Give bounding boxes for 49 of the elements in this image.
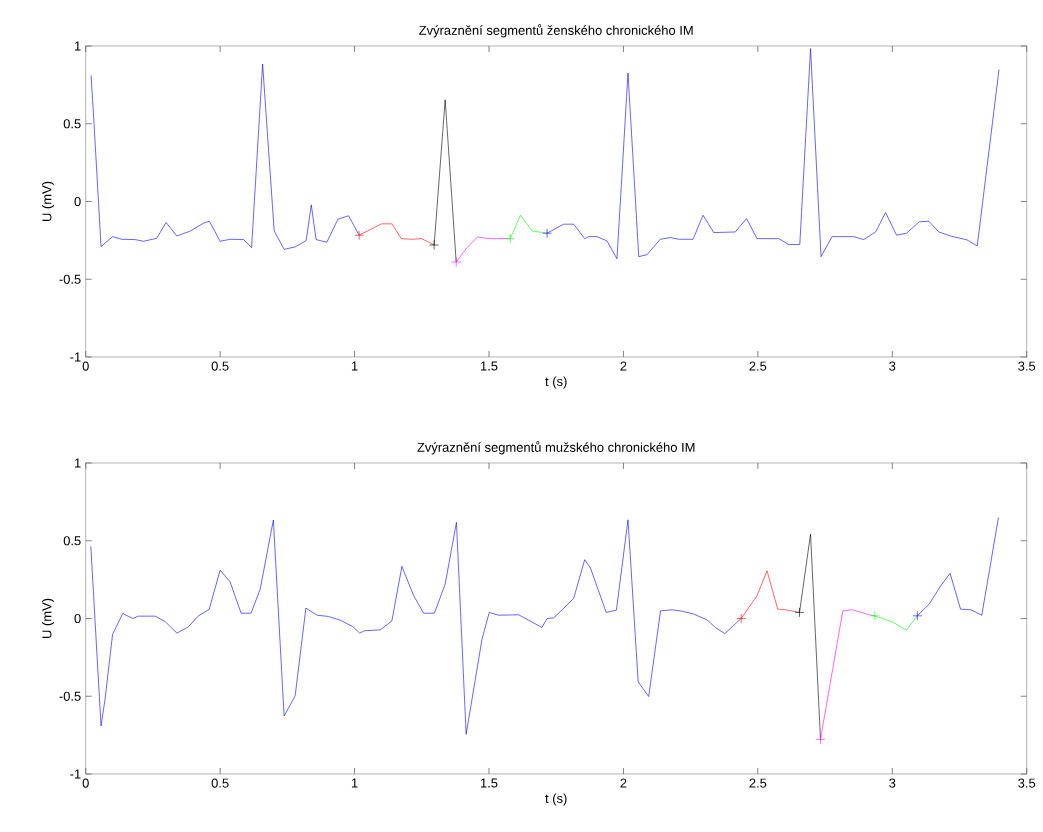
x-tick-label: 3 bbox=[889, 361, 896, 371]
x-tick-label: 2.5 bbox=[749, 778, 767, 788]
x-tick-label: 0 bbox=[82, 361, 89, 371]
y-tick-label: 1 bbox=[74, 458, 81, 468]
point bbox=[912, 611, 923, 621]
point bbox=[794, 607, 805, 618]
y-tick-label: -1 bbox=[70, 769, 81, 779]
x-tick-label: 1.5 bbox=[480, 361, 498, 371]
line-series bbox=[546, 48, 1000, 260]
y-tick-label: -1 bbox=[70, 352, 81, 362]
x-tick-label: 3.5 bbox=[1018, 361, 1036, 371]
x-tick-label: 2.5 bbox=[749, 361, 767, 371]
x-tick-label: 0.5 bbox=[211, 361, 229, 371]
line-series bbox=[90, 63, 360, 250]
point bbox=[542, 228, 552, 238]
x-axis-title: t (s) bbox=[545, 376, 567, 389]
line-series bbox=[740, 570, 800, 619]
line-series bbox=[509, 214, 548, 239]
x-tick-label: 2 bbox=[620, 361, 627, 371]
x-tick-label: 1 bbox=[351, 778, 358, 788]
line-series bbox=[358, 223, 435, 246]
y-axis-title: U (mV) bbox=[41, 598, 55, 638]
point bbox=[505, 233, 516, 244]
x-tick-label: 1 bbox=[351, 361, 358, 371]
point bbox=[354, 230, 364, 241]
point bbox=[451, 257, 461, 267]
y-tick-label: -0.5 bbox=[59, 691, 81, 701]
point bbox=[429, 240, 439, 250]
y-axis-title: U (mV) bbox=[41, 181, 55, 221]
point bbox=[736, 613, 746, 624]
chart-title: Zvýraznění segmentů ženského chronického IM bbox=[419, 24, 693, 38]
x-tick-label: 0 bbox=[82, 778, 89, 788]
line-series bbox=[90, 519, 742, 735]
x-axis-title: t (s) bbox=[545, 793, 567, 806]
y-tick-label: 0.5 bbox=[63, 536, 81, 546]
x-tick-label: 3 bbox=[889, 778, 896, 788]
x-tick-label: 3.5 bbox=[1018, 778, 1036, 788]
y-tick-label: 0 bbox=[74, 613, 81, 624]
x-tick-label: 0.5 bbox=[211, 778, 229, 788]
line-series bbox=[916, 517, 999, 617]
chart-title: Zvýraznění segmentů mužského chronického IM bbox=[417, 441, 695, 455]
point bbox=[815, 734, 826, 745]
x-tick-label: 2 bbox=[620, 778, 627, 788]
y-tick-label: 0.5 bbox=[63, 119, 81, 129]
y-tick-label: 0 bbox=[74, 196, 81, 207]
y-tick-label: -0.5 bbox=[59, 274, 81, 284]
point bbox=[870, 611, 880, 621]
y-tick-label: 1 bbox=[74, 41, 81, 51]
x-tick-label: 1.5 bbox=[480, 778, 498, 788]
